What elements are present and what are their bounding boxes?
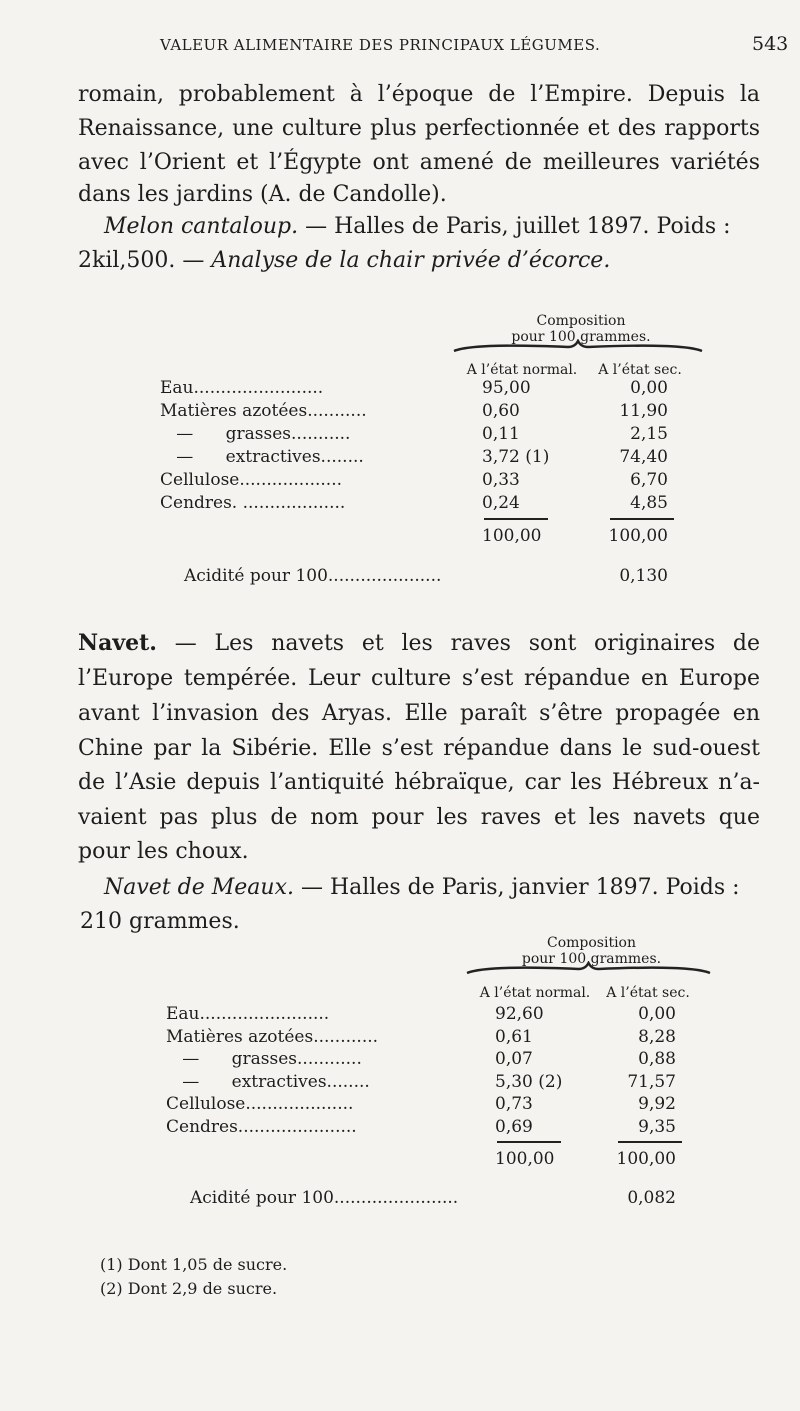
caption: pour 100 grammes. [511,329,651,345]
total-sec: 100,00 [616,1149,676,1169]
row-label: Cendres...................... [166,1116,357,1137]
row-label: Cendres. ................... [160,493,346,513]
value-sec: 6,70 [630,470,668,490]
total-normal: 100,00 [482,526,542,546]
value-normal: 0,60 [482,401,520,421]
value-normal: 0,24 [482,493,520,513]
melon-source: — Halles de Paris, juillet 1897. Poids : [298,214,731,239]
caption: Composition [546,935,637,951]
sum-rule [484,518,548,520]
melon-name: Melon cantaloup. [104,214,299,239]
acidity-value: 0,130 [619,566,668,586]
value-normal: 5,30 (2) [495,1071,563,1092]
row-label: Matières azotées........... [160,401,367,421]
column-header-normal: A l’état normal. [466,362,578,378]
navet-intro: — Les navets et les raves sont originair… [156,631,760,656]
brace [466,961,711,975]
navet-meaux-heading: Navet de Meaux. — Halles de Paris, janvi… [104,873,740,903]
value-normal: 0,11 [482,424,520,444]
melon-weight: 2kil,500. — [78,248,212,273]
footnote-1: (1) Dont 1,05 de sucre. [100,1255,288,1274]
row-label: — grasses............ [166,1049,362,1069]
value-sec: 9,35 [638,1116,676,1137]
page-number: 543 [752,33,789,55]
value-normal: 0,73 [495,1094,533,1114]
row-label: — grasses........... [160,424,351,444]
value-sec: 74,40 [619,447,668,467]
value-sec: 9,92 [638,1094,676,1114]
navet-title: Navet. [78,630,157,656]
melon-heading: Melon cantaloup. — Halles de Paris, juil… [104,212,731,242]
value-normal: 0,07 [495,1049,533,1069]
text-line: pour les choux. [78,839,249,864]
value-normal: 0,61 [495,1026,533,1047]
melon-weight-line: 2kil,500. — Analyse de la chair privée d… [78,246,610,276]
value-normal: 0,69 [495,1116,533,1137]
text-line: de l’Asie depuis l’antiquité hébraïque, … [78,770,760,795]
navet-source: — Halles de Paris, janvier 1897. Poids : [293,875,740,900]
value-sec: 4,85 [630,493,668,513]
text-line: Chine par la Sibérie. Elle s’est répandu… [78,736,760,761]
value-sec: 0,00 [638,1004,676,1024]
column-header-sec: A l’état sec. [606,985,690,1001]
row-label: Matières azotées............ [166,1026,379,1047]
acidity-value: 0,082 [627,1188,676,1208]
column-header-sec: A l’état sec. [598,362,682,378]
text-line: Navet. — Les navets et les raves sont or… [78,628,760,659]
row-label: Eau........................ [166,1004,330,1024]
value-sec: 0,88 [638,1049,676,1069]
value-normal: 0,33 [482,470,520,490]
brace [453,339,703,353]
row-label: Cellulose.................... [166,1094,354,1114]
total-normal: 100,00 [495,1149,555,1169]
value-sec: 8,28 [638,1026,676,1047]
value-normal: 92,60 [495,1004,544,1024]
row-label: — extractives........ [160,447,364,467]
text-line: dans les jardins (A. de Candolle). [78,182,447,207]
caption: Composition [536,313,626,329]
sum-rule [497,1141,561,1143]
total-sec: 100,00 [608,526,668,546]
navet-weight: 210 grammes. [80,909,240,934]
text-line: l’Europe tempérée. Leur culture s’est ré… [78,666,760,691]
melon-analysis: Analyse de la chair privée d’écorce. [211,248,611,273]
text-line: avant l’invasion des Aryas. Elle paraît … [78,701,760,726]
row-label: Eau........................ [160,378,324,398]
acidity-label: Acidité pour 100..................... [184,566,442,586]
sum-rule [618,1141,682,1143]
value-normal: 95,00 [482,378,531,398]
value-sec: 11,90 [619,401,668,421]
footnote-2: (2) Dont 2,9 de sucre. [100,1279,278,1298]
acidity-label: Acidité pour 100....................... [190,1188,459,1208]
caption: pour 100 grammes. [521,951,662,967]
column-header-normal: A l’état normal. [479,985,591,1001]
text-line: avec l’Orient et l’Égypte ont amené de m… [78,150,760,175]
sum-rule [610,518,674,520]
text-line: vaient pas plus de nom pour les raves et… [78,805,760,830]
navet-variety: Navet de Meaux. [104,875,294,900]
text-line: Renaissance, une culture plus perfection… [78,116,760,141]
value-sec: 2,15 [630,424,668,444]
value-sec: 71,57 [627,1071,676,1092]
row-label: — extractives........ [166,1071,370,1092]
running-title: VALEUR ALIMENTAIRE DES PRINCIPAUX LÉGUME… [160,36,601,54]
row-label: Cellulose................... [160,470,343,490]
value-sec: 0,00 [630,378,668,398]
value-normal: 3,72 (1) [482,447,550,467]
text-line: romain, probablement à l’époque de l’Emp… [78,82,760,107]
